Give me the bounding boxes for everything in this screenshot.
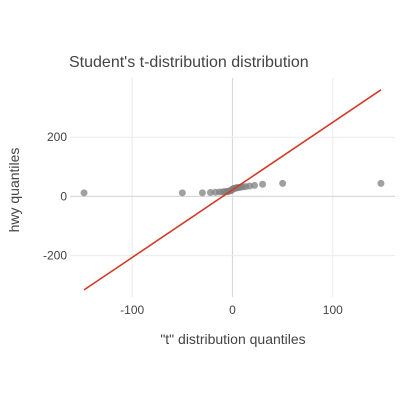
y-tick-label: 200 [47, 130, 67, 144]
data-point [279, 179, 287, 187]
y-axis-ticks: -200 0 200 [43, 130, 67, 262]
reference-line-group [83, 89, 382, 291]
reference-line [83, 89, 382, 291]
data-point [178, 189, 186, 197]
data-point [251, 181, 259, 189]
x-tick-label: 0 [229, 303, 236, 317]
data-point [259, 180, 267, 188]
chart-title: Student's t-distribution distribution [69, 54, 309, 71]
grid-lines [70, 78, 395, 297]
x-tick-label: 100 [323, 303, 343, 317]
y-axis-title: hwy quantiles [6, 148, 22, 233]
y-tick-label: -200 [43, 249, 67, 263]
x-axis-title: "t" distribution quantiles [160, 331, 305, 347]
x-axis-ticks: -100 0 100 [120, 303, 343, 317]
data-point [206, 189, 214, 197]
y-tick-label: 0 [60, 189, 67, 203]
x-tick-label: -100 [120, 303, 144, 317]
data-point [377, 179, 385, 187]
data-point [198, 189, 206, 197]
data-point [80, 189, 88, 197]
